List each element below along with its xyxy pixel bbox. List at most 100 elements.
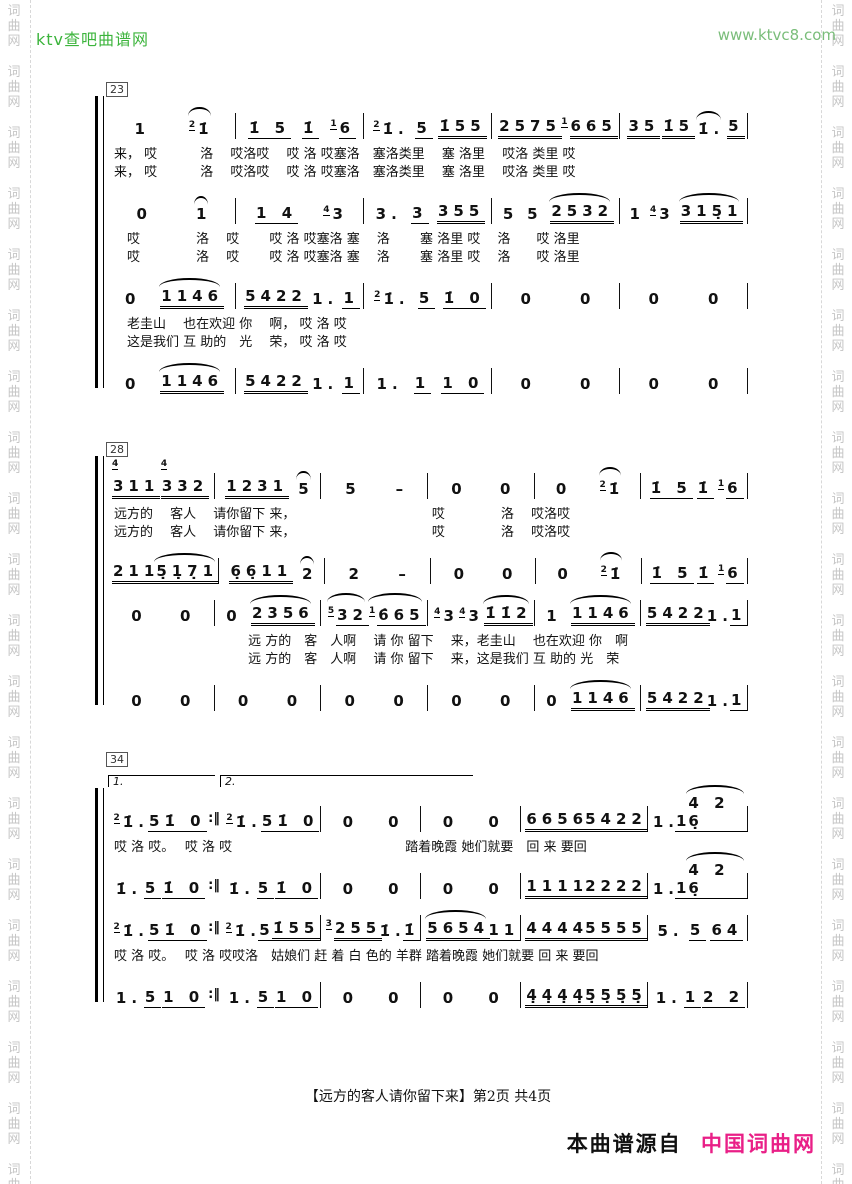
measure: 0 2356 bbox=[215, 595, 321, 626]
watermark-text: 词曲网 bbox=[5, 553, 23, 598]
grace-note: 4 bbox=[323, 205, 330, 216]
measure: 1 2 1̇ bbox=[108, 107, 235, 139]
note-group: 0 bbox=[520, 290, 536, 308]
measure: 5– bbox=[321, 480, 427, 499]
right-dashed-border bbox=[821, 0, 822, 1184]
watermark-char: 网 bbox=[7, 522, 21, 537]
repeat-barline: :‖ bbox=[208, 919, 220, 935]
watermark-text: 词曲网 bbox=[5, 370, 23, 415]
watermark-text: 词曲网 bbox=[829, 309, 847, 354]
measure: 4 3 4 3 1̇1̇2 bbox=[428, 595, 534, 626]
note-group: 1146 bbox=[569, 595, 635, 626]
watermark-char: 词 bbox=[831, 736, 845, 751]
watermark-char: 网 bbox=[7, 644, 21, 659]
barline bbox=[746, 915, 748, 941]
watermark-char: 词 bbox=[831, 1163, 845, 1178]
barline bbox=[213, 685, 215, 711]
note-group: 0 bbox=[555, 480, 572, 498]
barline bbox=[491, 368, 492, 394]
watermark-char: 曲 bbox=[7, 1056, 21, 1071]
note-group: 0 bbox=[451, 692, 467, 710]
watermark-char: 网 bbox=[7, 217, 21, 232]
note-group: 1̇5 bbox=[662, 117, 696, 139]
note-group: 35 bbox=[627, 117, 661, 139]
note-group: 0 bbox=[286, 692, 303, 710]
barline bbox=[646, 915, 648, 941]
tie-arc bbox=[296, 471, 311, 480]
barline bbox=[427, 473, 429, 499]
watermark-char: 网 bbox=[831, 278, 845, 293]
watermark-char: 网 bbox=[7, 156, 21, 171]
site-url-link[interactable]: www.ktvc8.com bbox=[717, 26, 836, 44]
watermark-char: 网 bbox=[831, 766, 845, 781]
barline bbox=[323, 558, 325, 584]
watermark-char: 词 bbox=[7, 248, 21, 263]
watermark-char: 网 bbox=[7, 1071, 21, 1086]
watermark-char: 词 bbox=[831, 492, 845, 507]
barline bbox=[213, 600, 215, 626]
watermark-text: 词曲网 bbox=[829, 4, 847, 49]
barline bbox=[420, 806, 422, 832]
watermark-char: 词 bbox=[7, 370, 21, 385]
barline bbox=[363, 368, 364, 394]
note-group: 1 bbox=[683, 988, 702, 1008]
measure: 1̇. 5 1̇ 0 bbox=[221, 879, 320, 899]
site-logo-link[interactable]: ktv查吧曲谱网 bbox=[36, 30, 150, 49]
barline bbox=[320, 600, 322, 626]
watermark-text: 词曲网 bbox=[5, 1163, 23, 1184]
notes-line: 0 0 0 0 0 0 0 0 0 1146 5422 1. 1 bbox=[108, 680, 749, 711]
notes-line: 0 0 0 2356 5 32 1 6̇65 4 3 4 3 1̇1̇2 1 1146 5422 1. 1 bbox=[108, 593, 749, 626]
measure: 2– bbox=[325, 565, 430, 584]
barline bbox=[619, 198, 620, 224]
repeat-barline: :‖ bbox=[208, 877, 220, 893]
barline bbox=[320, 685, 322, 711]
note-group: 2 1̇. bbox=[374, 290, 410, 308]
grace-note: 4 bbox=[459, 607, 466, 618]
watermark-text: 词曲网 bbox=[829, 614, 847, 659]
note-group: 5 bbox=[688, 921, 707, 941]
tie-arc bbox=[326, 593, 365, 602]
watermark-text: 词曲网 bbox=[829, 1041, 847, 1086]
watermark-char: 网 bbox=[7, 339, 21, 354]
watermark-text: 词曲网 bbox=[5, 309, 23, 354]
watermark-char: 曲 bbox=[7, 812, 21, 827]
note-group: 2 1̇. bbox=[225, 922, 261, 940]
note-group: 5 bbox=[258, 921, 276, 941]
watermark-char: 曲 bbox=[831, 446, 845, 461]
note-group: 5 bbox=[143, 988, 162, 1008]
note-group: 0 bbox=[124, 375, 141, 393]
watermark-char: 曲 bbox=[831, 202, 845, 217]
measure: 1. 1 4 2 6̣ bbox=[648, 852, 748, 899]
note-group: 5 32 bbox=[326, 593, 369, 626]
note-group: 5 bbox=[256, 879, 275, 899]
measure: 35 1̇5 1̇. 5 bbox=[620, 111, 747, 139]
watermark-char: 网 bbox=[7, 888, 21, 903]
lyrics-block: 老圭山 也在欢迎 你 啊， 哎 洛 哎 这是我们 互 助的 光 荣， 哎 洛 哎 bbox=[114, 316, 748, 352]
note-group: 64 bbox=[710, 921, 744, 941]
note-group: 2532 bbox=[549, 193, 615, 224]
note-group: 1̇ 0 bbox=[163, 812, 207, 832]
lyrics-block: 远 方的 客 人啊 请 你 留下 来，老圭山 也在欢迎 你 啊 远 方的 客 人… bbox=[114, 633, 748, 669]
note-group: 1. bbox=[376, 375, 403, 393]
source-site-link[interactable]: 中国词曲网 bbox=[701, 1132, 816, 1156]
watermark-char: 词 bbox=[7, 980, 21, 995]
note-group: 0 bbox=[342, 989, 359, 1007]
watermark-char: 曲 bbox=[7, 324, 21, 339]
note-group: 2 1̇. bbox=[373, 120, 409, 138]
note-group: – bbox=[398, 565, 411, 583]
watermark-char: 曲 bbox=[831, 690, 845, 705]
measure: 6̣6̣11 2 bbox=[219, 556, 324, 584]
note-group: 1̇ 0 bbox=[163, 921, 207, 941]
watermark-char: 词 bbox=[831, 797, 845, 812]
note-group: 1111 bbox=[525, 877, 590, 899]
watermark-char: 曲 bbox=[7, 141, 21, 156]
measure: 0 2 1̇ bbox=[535, 467, 641, 499]
watermark-text: 词曲网 bbox=[829, 126, 847, 171]
note-group: 5422 bbox=[645, 604, 710, 626]
note-group: 1. bbox=[706, 692, 733, 710]
